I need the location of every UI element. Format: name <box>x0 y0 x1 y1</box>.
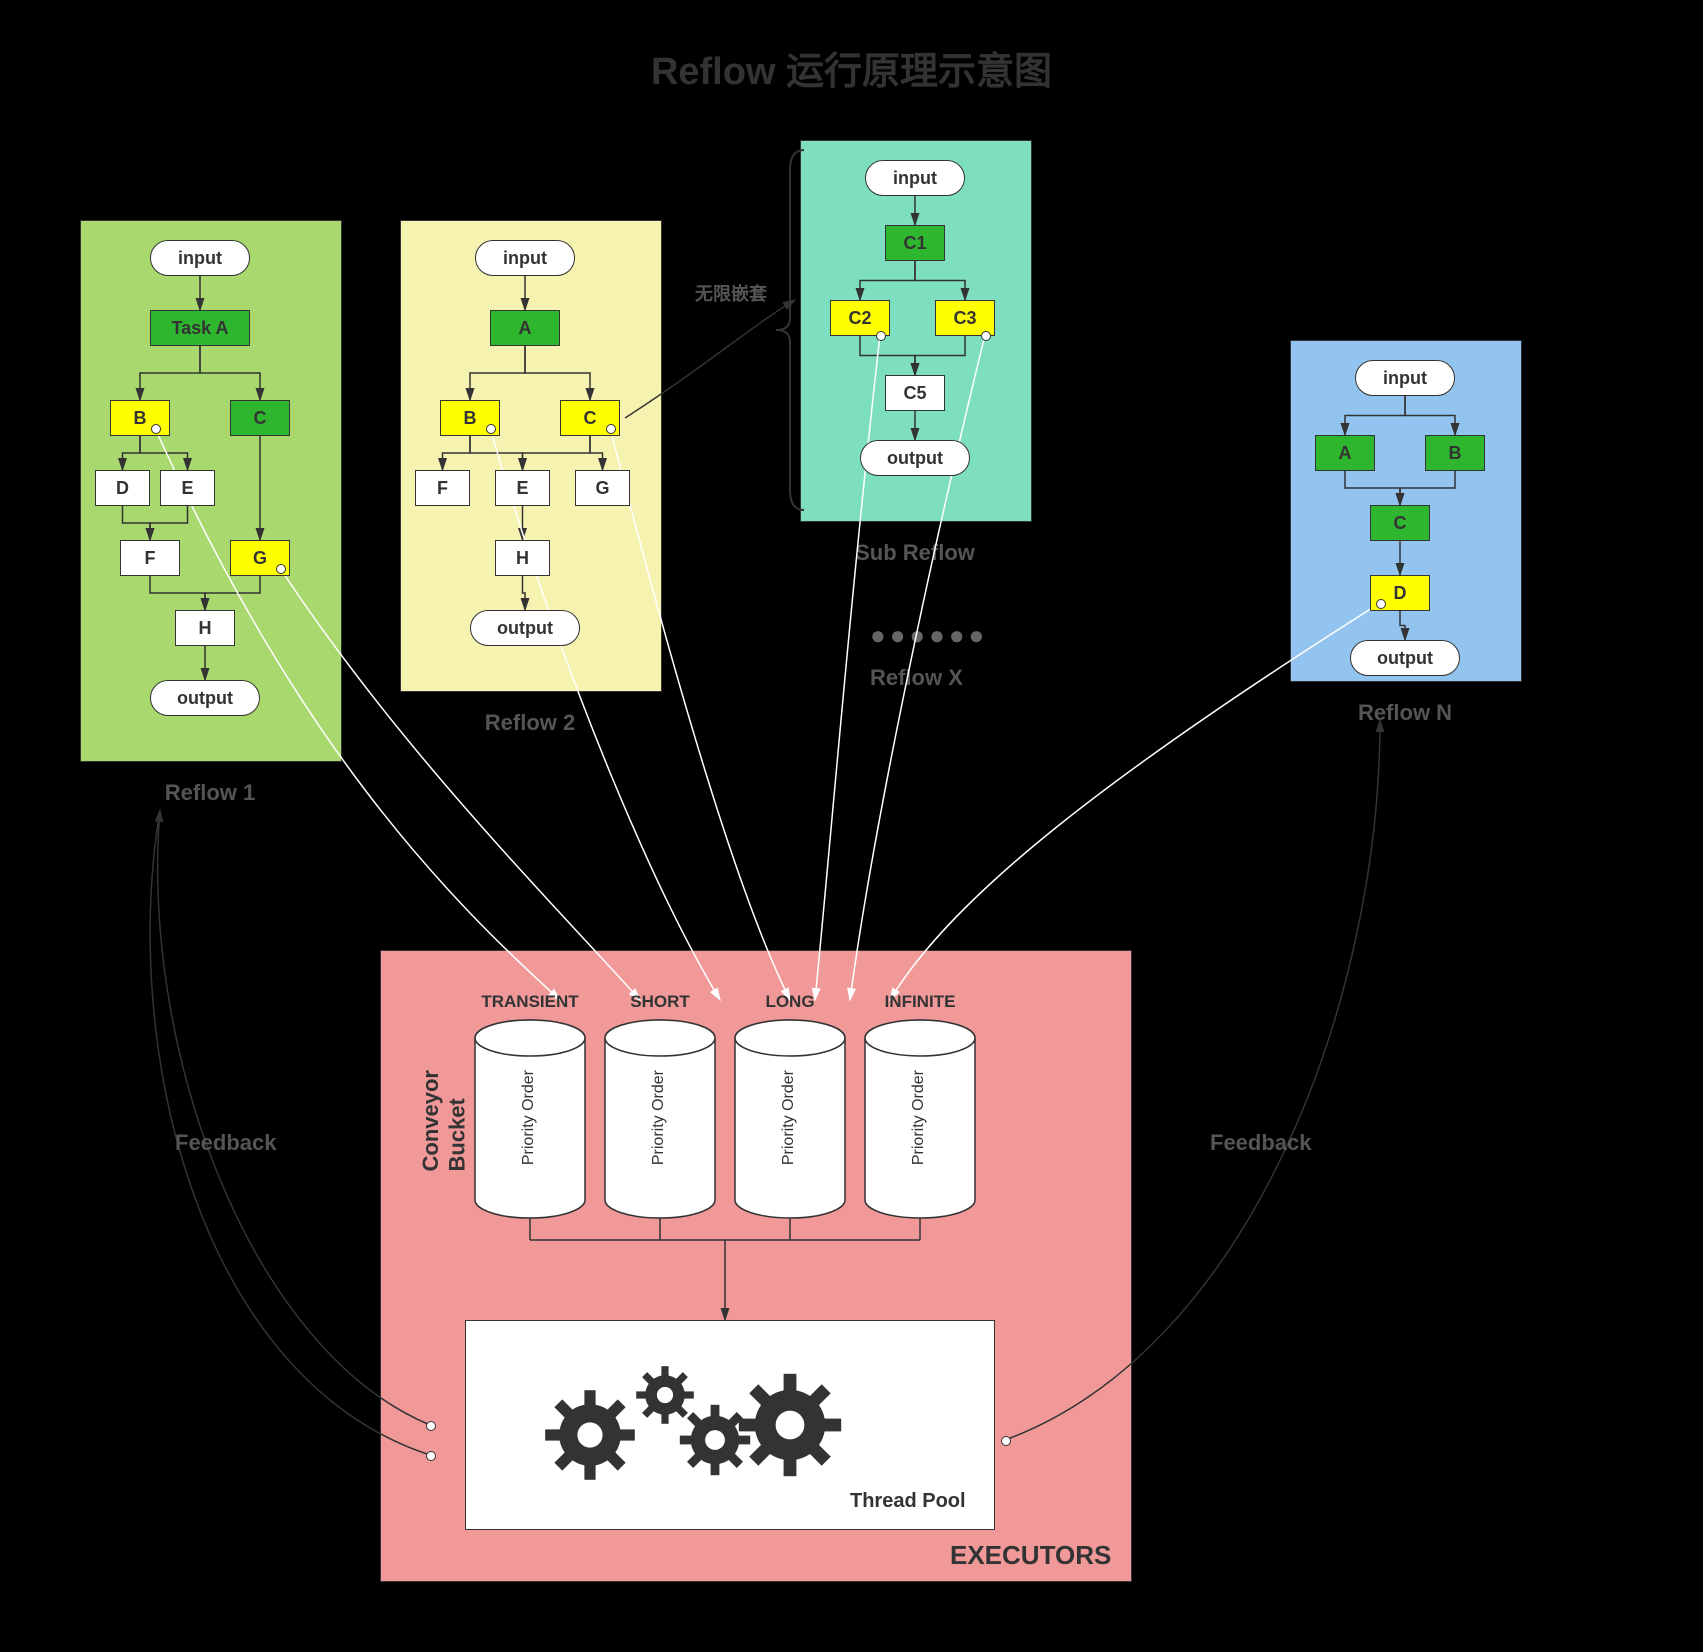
node-p2-G: G <box>575 470 630 506</box>
bucket-label-transient: TRANSIENT <box>465 992 595 1012</box>
node-p4-A: A <box>1315 435 1375 471</box>
label-reflow-1: Reflow 1 <box>80 780 340 806</box>
node-p1-B: B <box>110 400 170 436</box>
bucket-label-short: SHORT <box>595 992 725 1012</box>
feedback-right: Feedback <box>1210 1130 1312 1156</box>
node-p1-output: output <box>150 680 260 716</box>
connector-dot <box>276 564 286 574</box>
label-sub-reflow: Sub Reflow <box>800 540 1030 566</box>
node-p2-output: output <box>470 610 580 646</box>
conveyor-bucket-label: ConveyorBucket <box>418 1070 471 1171</box>
bucket-priority-short: Priority Order <box>650 1070 668 1165</box>
node-p3-C5: C5 <box>885 375 945 411</box>
node-p4-input: input <box>1355 360 1455 396</box>
connector-dot <box>1376 599 1386 609</box>
node-p4-C: C <box>1370 505 1430 541</box>
node-p1-D: D <box>95 470 150 506</box>
label-reflow-2: Reflow 2 <box>400 710 660 736</box>
node-p2-E: E <box>495 470 550 506</box>
bucket-priority-transient: Priority Order <box>520 1070 538 1165</box>
ellipsis-dots: ●●●●●● <box>870 620 988 651</box>
node-p1-H: H <box>175 610 235 646</box>
node-p2-input: input <box>475 240 575 276</box>
node-p4-B: B <box>1425 435 1485 471</box>
diagram-title: Reflow 运行原理示意图 <box>0 40 1703 95</box>
connector-dot <box>151 424 161 434</box>
node-p2-A: A <box>490 310 560 346</box>
label-reflow-n: Reflow N <box>1290 700 1520 726</box>
bucket-priority-infinite: Priority Order <box>910 1070 928 1165</box>
node-p3-input: input <box>865 160 965 196</box>
gear-icon <box>530 1340 850 1510</box>
executors-label: EXECUTORS <box>950 1540 1111 1571</box>
connector-dot <box>606 424 616 434</box>
thread-pool-label: Thread Pool <box>850 1490 966 1513</box>
connector-dot <box>1001 1436 1011 1446</box>
node-p2-H: H <box>495 540 550 576</box>
node-p1-input: input <box>150 240 250 276</box>
node-p1-F: F <box>120 540 180 576</box>
node-p2-F: F <box>415 470 470 506</box>
diagram-canvas: Reflow 运行原理示意图 Reflow 1 Reflow 2 Sub Ref… <box>0 0 1703 1652</box>
label-reflow-x: Reflow X <box>870 665 963 691</box>
bucket-priority-long: Priority Order <box>780 1070 798 1165</box>
node-p1-taskA: Task A <box>150 310 250 346</box>
node-p3-C1: C1 <box>885 225 945 261</box>
bucket-label-infinite: INFINITE <box>855 992 985 1012</box>
connector-dot <box>486 424 496 434</box>
connector-dot <box>981 331 991 341</box>
node-p1-C: C <box>230 400 290 436</box>
bucket-label-long: LONG <box>725 992 855 1012</box>
connector-dot <box>426 1421 436 1431</box>
node-p4-output: output <box>1350 640 1460 676</box>
nesting-label: 无限嵌套 <box>695 280 767 306</box>
feedback-left: Feedback <box>175 1130 277 1156</box>
connector-dot <box>426 1451 436 1461</box>
node-p1-E: E <box>160 470 215 506</box>
connector-dot <box>876 331 886 341</box>
node-p3-output: output <box>860 440 970 476</box>
